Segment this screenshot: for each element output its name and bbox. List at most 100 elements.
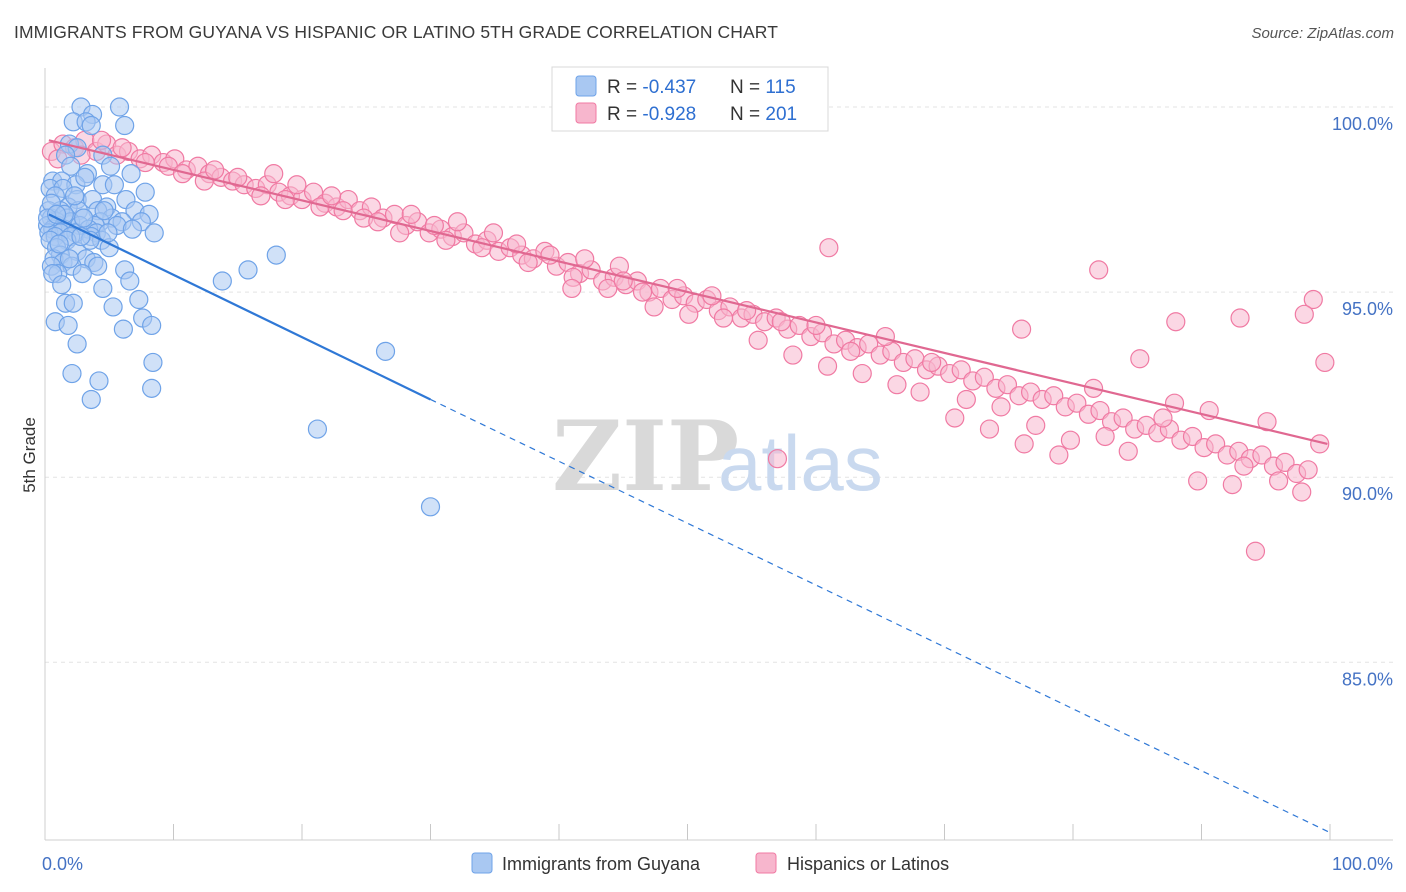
point-s0-68 [266, 245, 286, 265]
point-s0-100 [420, 497, 441, 517]
point-s1-191 [1294, 304, 1314, 324]
point-s1-131 [401, 204, 421, 224]
chart-title: IMMIGRANTS FROM GUYANA VS HISPANIC OR LA… [14, 22, 778, 42]
point-s1-161 [922, 352, 942, 373]
point-s1-179 [1234, 456, 1254, 476]
point-s1-155 [817, 356, 838, 376]
point-s0-98 [81, 389, 101, 410]
point-s0-77 [72, 264, 92, 284]
point-s0-94 [143, 352, 163, 373]
y-tick-label-2: 90.0% [1342, 484, 1393, 504]
point-s0-73 [88, 256, 108, 276]
point-s1-162 [945, 408, 965, 428]
point-s0-12 [100, 156, 121, 176]
point-s1-183 [1292, 482, 1312, 502]
point-s0-90 [142, 315, 162, 336]
point-s0-91 [113, 319, 133, 339]
trend-line-extension-0 [430, 398, 1331, 834]
point-s1-190 [1230, 308, 1250, 328]
point-s0-104 [64, 186, 85, 206]
source-note: Source: ZipAtlas.com [1251, 25, 1394, 42]
point-s1-87 [1044, 386, 1064, 406]
point-s1-153 [783, 345, 803, 365]
point-s1-93 [1113, 408, 1133, 428]
point-s1-186 [767, 449, 788, 469]
point-s0-112 [94, 201, 114, 221]
legend-swatch-pink [575, 102, 597, 124]
point-s0-115 [46, 204, 67, 224]
point-s0-96 [89, 371, 109, 391]
point-s1-169 [1060, 430, 1081, 450]
point-s0-97 [142, 378, 162, 398]
point-s1-182 [1268, 471, 1289, 491]
legend-swatch-blue [575, 75, 597, 97]
point-s0-56 [144, 223, 164, 243]
point-s1-167 [1026, 415, 1046, 435]
point-s1-156 [841, 341, 861, 361]
point-s1-110 [1310, 434, 1330, 454]
point-s1-91 [1090, 400, 1110, 421]
point-s0-80 [212, 271, 232, 291]
point-s0-95 [62, 363, 82, 384]
point-s0-1 [109, 97, 130, 117]
point-s1-81 [974, 367, 994, 387]
watermark-zip: ZIP [552, 400, 739, 513]
point-s0-86 [63, 293, 83, 313]
point-s1-152 [771, 312, 791, 332]
point-s1-159 [887, 375, 907, 395]
point-s1-123 [275, 189, 295, 210]
watermark-atlas: atlas [718, 419, 883, 507]
svg-text:R = -0.437: R = -0.437 [607, 77, 696, 98]
legend-n-label-2: N = [730, 104, 765, 125]
point-s1-188 [1089, 260, 1109, 280]
point-s0-85 [103, 297, 123, 317]
point-s1-176 [1188, 471, 1208, 491]
legend-r-value-1: -0.437 [642, 77, 696, 98]
point-s0-14 [121, 164, 141, 184]
point-s0-108 [122, 219, 142, 239]
legend-n-value-1: 115 [765, 77, 795, 98]
point-s1-160 [910, 382, 930, 402]
point-s1-164 [979, 419, 1000, 439]
point-s1-145 [644, 297, 664, 317]
x-tick-label-left: 0.0% [42, 854, 83, 874]
point-s1-157 [852, 363, 872, 384]
point-s1-107 [1275, 452, 1295, 473]
point-s1-151 [748, 330, 768, 350]
stats-legend-box [551, 66, 829, 132]
legend-r-value-2: -0.928 [642, 104, 696, 125]
point-s1-130 [390, 223, 410, 243]
point-s1-144 [632, 282, 653, 302]
point-s1-126 [321, 186, 342, 206]
point-s1-101 [1206, 434, 1226, 454]
point-s1-99 [1182, 426, 1203, 447]
point-s1-166 [1014, 434, 1034, 454]
point-s0-22 [135, 182, 155, 202]
point-s1-149 [713, 308, 734, 328]
point-s0-93 [375, 341, 396, 361]
trend-line-1 [48, 139, 1328, 445]
point-s0-92 [67, 334, 87, 354]
svg-text:N = 115: N = 115 [730, 77, 796, 98]
watermark: ZIP atlas [552, 400, 883, 513]
point-s0-114 [75, 167, 95, 187]
point-s0-75 [238, 260, 258, 280]
point-s1-154 [806, 315, 826, 336]
point-s1-136 [483, 223, 504, 243]
point-s1-142 [598, 278, 618, 299]
point-s1-114 [112, 138, 132, 158]
svg-text:N = 201: N = 201 [730, 104, 797, 125]
legend-r-label-1: R = [607, 77, 642, 98]
point-s0-81 [52, 275, 72, 295]
legend-n-value-2: 201 [765, 104, 797, 125]
series-legend-label-1: Immigrants from Guyana [502, 854, 701, 874]
point-s0-102 [73, 208, 94, 228]
series-legend-label-2: Hispanics or Latinos [787, 854, 949, 874]
point-s1-174 [1153, 408, 1173, 428]
point-s1-109 [1298, 460, 1318, 480]
point-s1-185 [1315, 352, 1335, 373]
point-s1-173 [1130, 349, 1150, 369]
x-tick-label-right: 100.0% [1332, 854, 1393, 874]
point-s0-83 [129, 289, 149, 310]
